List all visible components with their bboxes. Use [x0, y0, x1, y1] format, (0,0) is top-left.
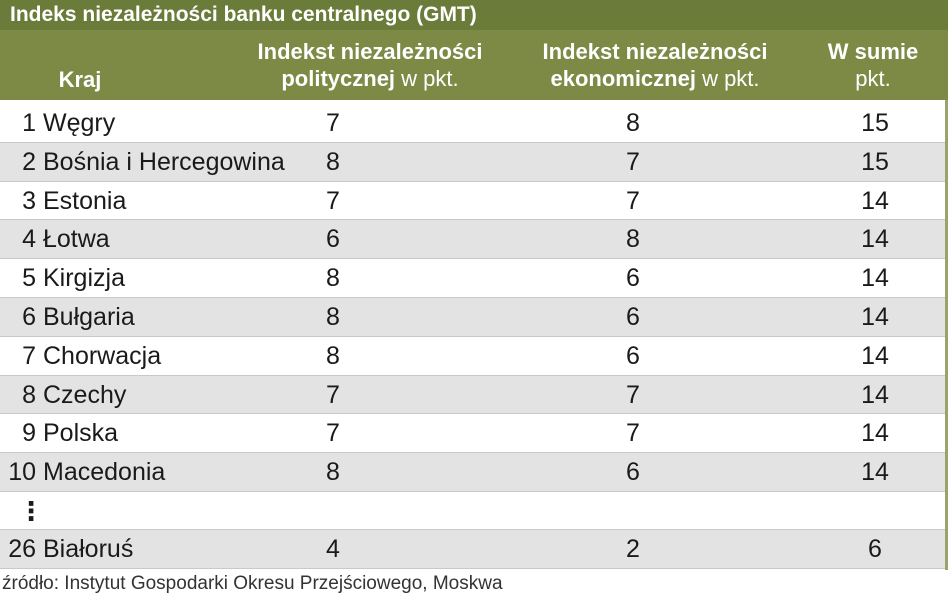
- country-cell: Polska: [43, 419, 119, 448]
- table-row: 10 Macedonia 8 6 14: [0, 453, 948, 492]
- political-cell: 7: [326, 186, 340, 215]
- header-total: W sumie pkt.: [808, 38, 938, 92]
- total-cell: 14: [861, 225, 889, 254]
- rank-cell: 1: [22, 109, 36, 137]
- header-country: Kraj: [58, 67, 102, 92]
- header-political-line1: Indekst niezależności: [257, 39, 483, 64]
- country-cell: Czechy: [43, 380, 127, 409]
- table-header: Kraj Indekst niezależności politycznej w…: [0, 30, 948, 100]
- header-economic-line1: Indekst niezależności: [542, 39, 768, 64]
- total-cell: 14: [861, 264, 889, 293]
- country-cell: Łotwa: [43, 225, 110, 254]
- economic-cell: 7: [626, 147, 640, 176]
- header-political-index: Indekst niezależności politycznej w pkt.: [220, 38, 520, 92]
- source-note: źródło: Instytut Gospodarki Okresu Przej…: [2, 573, 503, 594]
- country-cell: Bośnia i Hercegowina: [43, 147, 285, 176]
- header-political-unit: w pkt.: [395, 66, 459, 91]
- rank-cell: 4: [22, 225, 36, 254]
- total-cell: 14: [861, 380, 889, 409]
- table-row: 5 Kirgizja 8 6 14: [0, 259, 948, 298]
- table-row: 26 Białoruś 4 2 6: [0, 529, 948, 569]
- header-total-line1: W sumie: [827, 39, 919, 64]
- rank-cell: 26: [8, 534, 36, 563]
- total-cell: 6: [868, 534, 882, 563]
- table-row: 9 Polska 7 7 14: [0, 414, 948, 454]
- vertical-ellipsis-icon: ⋮: [18, 495, 44, 526]
- economic-cell: 7: [626, 186, 640, 215]
- country-cell: Węgry: [43, 109, 116, 137]
- economic-cell: 8: [626, 225, 640, 254]
- total-cell: 14: [861, 458, 889, 487]
- political-cell: 6: [326, 225, 340, 254]
- political-cell: 8: [326, 341, 340, 370]
- table-row: 1 Węgry 7 8 15: [0, 104, 948, 143]
- political-cell: 7: [326, 380, 340, 409]
- header-political-bold: politycznej: [281, 66, 396, 91]
- rank-cell: 10: [8, 458, 36, 487]
- political-cell: 8: [326, 264, 340, 293]
- rank-cell: 8: [22, 380, 36, 409]
- political-cell: 8: [326, 458, 340, 487]
- economic-cell: 2: [626, 534, 640, 563]
- political-cell: 7: [326, 419, 340, 448]
- rank-cell: 9: [22, 419, 36, 448]
- total-cell: 14: [861, 419, 889, 448]
- table-row: 2 Bośnia i Hercegowina 8 7 15: [0, 142, 948, 182]
- table-row: 4 Łotwa 6 8 14: [0, 220, 948, 260]
- country-cell: Bułgaria: [43, 302, 135, 331]
- economic-cell: 8: [626, 109, 640, 137]
- rank-cell: 7: [22, 341, 36, 370]
- header-total-unit: pkt.: [855, 66, 891, 91]
- header-economic-unit: w pkt.: [695, 66, 760, 91]
- country-cell: Kirgizja: [43, 264, 125, 293]
- economic-cell: 6: [626, 302, 640, 331]
- economic-cell: 6: [626, 341, 640, 370]
- header-economic-bold: ekonomicznej: [550, 66, 696, 91]
- rank-cell: 5: [22, 264, 36, 293]
- table-row: 7 Chorwacja 8 6 14: [0, 337, 948, 376]
- country-cell: Białoruś: [43, 534, 134, 563]
- ellipsis-row: ⋮: [0, 492, 948, 530]
- economic-cell: 7: [626, 380, 640, 409]
- total-cell: 14: [861, 302, 889, 331]
- table-row: 8 Czechy 7 7 14: [0, 375, 948, 415]
- table-row: 6 Bułgaria 8 6 14: [0, 297, 948, 337]
- right-border: [945, 100, 948, 570]
- rank-cell: 6: [22, 302, 36, 331]
- rank-cell: 2: [22, 147, 36, 176]
- header-economic-index: Indekst niezależności ekonomicznej w pkt…: [515, 38, 795, 92]
- political-cell: 7: [326, 109, 340, 137]
- economic-cell: 6: [626, 264, 640, 293]
- economic-cell: 6: [626, 458, 640, 487]
- political-cell: 8: [326, 147, 340, 176]
- total-cell: 15: [861, 109, 889, 137]
- country-cell: Chorwacja: [43, 341, 162, 370]
- total-cell: 14: [861, 341, 889, 370]
- country-cell: Estonia: [43, 186, 127, 215]
- table-title: Indeks niezależności banku centralnego (…: [0, 0, 948, 30]
- economic-cell: 7: [626, 419, 640, 448]
- total-cell: 15: [861, 147, 889, 176]
- political-cell: 4: [326, 534, 340, 563]
- country-cell: Macedonia: [43, 458, 166, 487]
- political-cell: 8: [326, 302, 340, 331]
- rank-cell: 3: [22, 186, 36, 215]
- total-cell: 14: [861, 186, 889, 215]
- table-body: 1 Węgry 7 8 15 2 Bośnia i Hercegowina 8 …: [0, 104, 948, 569]
- table-row: 3 Estonia 7 7 14: [0, 182, 948, 221]
